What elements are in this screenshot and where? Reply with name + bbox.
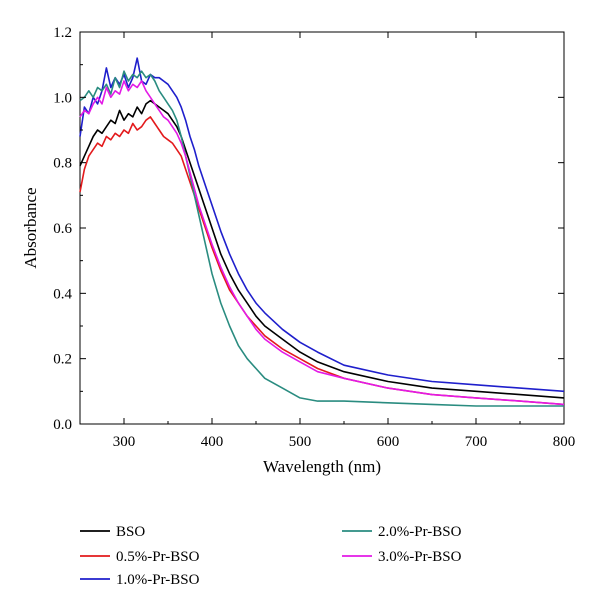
legend-label: BSO xyxy=(116,524,145,540)
legend-label: 2.0%-Pr-BSO xyxy=(378,524,462,540)
plot-frame xyxy=(79,31,565,425)
x-tick-label: 600 xyxy=(377,434,400,450)
y-tick-label: 1.0 xyxy=(53,90,72,106)
y-tick-label: 0.6 xyxy=(53,221,72,237)
x-tick-label: 500 xyxy=(289,434,312,450)
series-line-2 xyxy=(79,57,565,393)
series-line-4 xyxy=(79,80,565,406)
y-tick-label: 0.2 xyxy=(53,352,72,368)
series-line-0 xyxy=(79,99,565,399)
plot-area: 300 400 500 600 700 800 0.0 0.2 0.4 0.6 0.8 1.0 1.2 xyxy=(53,25,575,450)
x-tick-label: 800 xyxy=(553,434,576,450)
y-tick-label: 0.8 xyxy=(53,156,72,172)
x-tick-label: 700 xyxy=(465,434,488,450)
series-line-3 xyxy=(79,70,564,407)
series-line-1 xyxy=(79,116,565,406)
x-axis-ticks: 300 400 500 600 700 800 xyxy=(79,32,576,450)
legend: BSO 0.5%-Pr-BSO 1.0%-Pr-BSO 2.0%-Pr-BSO 3.0%… xyxy=(80,524,462,588)
y-tick-label: 0.0 xyxy=(53,417,72,433)
y-axis-ticks: 0.0 0.2 0.4 0.6 0.8 1.0 1.2 xyxy=(53,25,564,433)
legend-label: 1.0%-Pr-BSO xyxy=(116,572,200,588)
legend-label: 0.5%-Pr-BSO xyxy=(116,549,200,565)
x-tick-label: 300 xyxy=(113,434,136,450)
legend-label: 3.0%-Pr-BSO xyxy=(378,549,462,565)
y-tick-label: 0.4 xyxy=(53,286,72,302)
series-group xyxy=(79,57,565,407)
y-axis-title: Absorbance xyxy=(21,187,40,268)
y-tick-label: 1.2 xyxy=(53,25,72,41)
x-axis-title: Wavelength (nm) xyxy=(263,457,381,476)
x-tick-label: 400 xyxy=(201,434,224,450)
